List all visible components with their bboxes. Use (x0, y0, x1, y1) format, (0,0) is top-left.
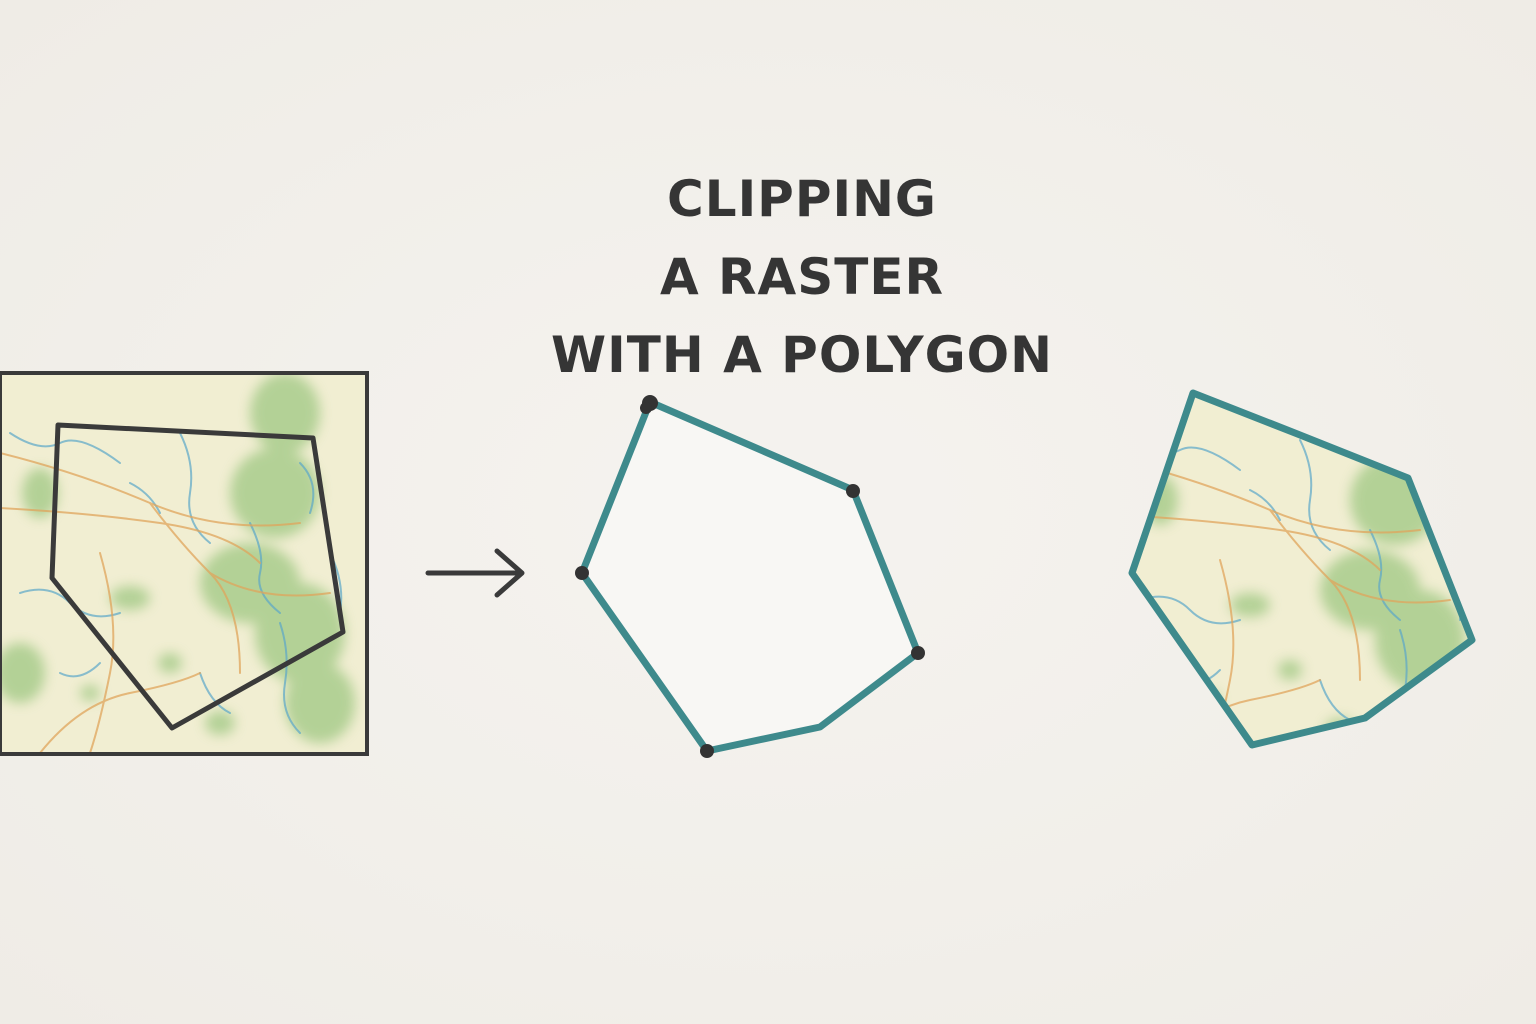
clipped-raster-result (1128, 389, 1476, 749)
title-line-1: CLIPPING (667, 170, 937, 228)
title-line-2: A RASTER (659, 248, 945, 306)
overlay-polygon (49, 422, 346, 731)
title-line-3: WITH A POLYGON (550, 326, 1054, 384)
polygon-vertex (575, 566, 589, 580)
polygon-vertex (640, 402, 652, 414)
polygon-vertex (911, 646, 925, 660)
diagram-title: CLIPPING A RASTER WITH A POLYGON (0, 160, 1536, 394)
raster-frame (0, 371, 369, 756)
polygon-vertex (846, 484, 860, 498)
clip-polygon (575, 395, 925, 758)
arrow-right-icon (425, 548, 525, 598)
polygon-vertex (700, 744, 714, 758)
source-raster (0, 371, 369, 756)
